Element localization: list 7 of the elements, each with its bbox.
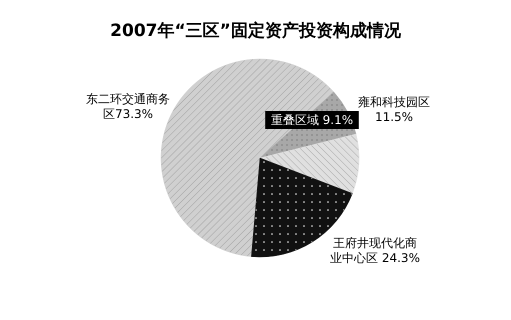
slice-label: 王府井现代化商业中心区 24.3% [330,236,420,265]
slice-label: 雍和科技园区 [358,95,430,109]
slice-label: 东二环交通商务区73.3% [86,92,170,121]
chart-title: 2007年“三区”固定资产投资构成情况 [110,21,402,41]
pie-slice [260,134,360,194]
slice-label: 重叠区域 9.1% [270,113,354,127]
data-label: 11.5% [374,110,414,124]
